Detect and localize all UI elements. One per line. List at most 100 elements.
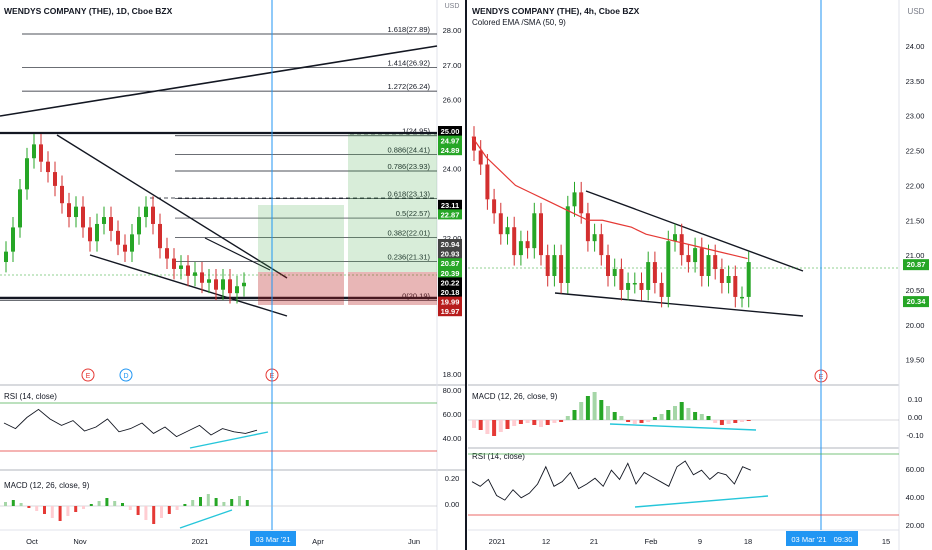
macd-bar: [191, 500, 195, 506]
candle-body: [172, 258, 176, 269]
candle-body: [512, 227, 517, 256]
macd-bar: [679, 402, 684, 420]
candle-body: [606, 255, 610, 277]
candle-body: [592, 234, 597, 242]
macd-bar: [699, 414, 704, 420]
macd-bar: [559, 420, 564, 422]
macd-bar: [626, 420, 631, 422]
candle-body: [746, 262, 751, 297]
price-badge-label: 25.00: [441, 127, 460, 136]
candle-body: [646, 262, 651, 290]
fib-level-label: 0.618(23.13): [387, 190, 430, 199]
macd-bar: [11, 500, 15, 506]
candle-body: [109, 217, 113, 231]
price-badge-label: 20.18: [441, 288, 460, 297]
macd-bar: [74, 506, 78, 512]
macd-bar: [666, 410, 671, 420]
candle-body: [532, 213, 537, 249]
candle-body: [32, 144, 36, 159]
fib-level-label: 1.618(27.89): [387, 25, 430, 34]
price-tick: 28.00: [443, 26, 462, 35]
rsi-tick: 60.00: [443, 410, 462, 419]
macd-bar: [238, 496, 241, 506]
crosshair-date-label: 03 Mar '21: [791, 535, 826, 544]
macd-tick: 0.00: [908, 413, 923, 422]
candle-body: [552, 255, 557, 277]
candle-body: [619, 269, 624, 290]
macd-tick: 0.20: [445, 474, 460, 483]
macd-bar: [97, 501, 101, 506]
price-badge: [438, 306, 462, 317]
macd-bar: [693, 412, 698, 420]
macd-bar: [713, 420, 718, 423]
candle-body: [492, 199, 497, 214]
price-badge-label: 22.87: [441, 210, 460, 219]
macd-bar: [89, 504, 93, 506]
macd-bar: [472, 420, 476, 428]
candle-body: [539, 213, 543, 256]
fib-level-label: 0.786(23.93): [387, 162, 430, 171]
macd-bar: [66, 506, 70, 516]
candle-body: [200, 272, 204, 283]
price-tick: 22.50: [906, 147, 925, 156]
price-badge: [438, 239, 462, 249]
time-tick: 12: [542, 537, 550, 546]
price-tick: 22.00: [443, 234, 462, 243]
candle-body: [733, 276, 738, 297]
candle-body: [713, 255, 718, 270]
candle-body: [565, 206, 570, 283]
time-tick: Jun: [408, 537, 420, 546]
candle-body: [525, 241, 530, 249]
macd-bar: [167, 506, 171, 514]
macd-bar: [646, 420, 651, 422]
candle-body: [472, 136, 476, 151]
candle-body: [726, 276, 731, 283]
macd-tick: -0.10: [906, 431, 923, 440]
macd-bar: [183, 504, 187, 506]
price-badge-label: 20.94: [441, 240, 461, 249]
price-badge: [438, 199, 462, 210]
macd-bar: [113, 501, 117, 506]
loss-zone: [258, 272, 344, 305]
candle-body: [186, 265, 190, 276]
candle-body: [235, 286, 239, 294]
macd-bar: [726, 420, 731, 424]
time-tick: 2021: [489, 537, 506, 546]
event-marker[interactable]: [119, 368, 133, 382]
price-badge: [903, 296, 929, 308]
macd-bar: [478, 420, 483, 430]
candle-body: [706, 255, 711, 277]
macd-bar: [639, 420, 644, 423]
candle-body: [137, 217, 141, 235]
event-marker[interactable]: [81, 368, 95, 382]
crosshair-date-label: 03 Mar '21: [255, 535, 290, 544]
macd-bar: [746, 420, 751, 421]
candle-body: [18, 189, 22, 228]
candle-body: [207, 279, 211, 283]
event-marker-label: E: [86, 373, 91, 380]
price-tick: 23.50: [906, 77, 925, 86]
profit-zone: [348, 134, 437, 272]
candle-body: [81, 206, 85, 228]
price-badge: [438, 267, 462, 278]
macd-bar: [498, 420, 503, 432]
time-tick: 9: [698, 537, 702, 546]
candle-body: [193, 272, 197, 276]
macd-bar: [565, 416, 570, 420]
rsi-tick: 40.00: [906, 493, 925, 502]
candle-body: [478, 150, 483, 165]
price-badge: [438, 296, 462, 307]
time-tick: 15: [882, 537, 890, 546]
rsi-trendline: [189, 431, 269, 449]
loss-zone: [348, 272, 437, 305]
price-tick: 22.00: [906, 181, 925, 190]
left-macd-label: MACD (12, 26, close, 9): [4, 481, 90, 490]
candle-body: [740, 296, 744, 299]
candle-body: [673, 234, 677, 242]
macd-bar: [532, 420, 537, 425]
time-tick: Feb: [645, 537, 658, 546]
price-tick: 23.00: [906, 112, 925, 121]
price-badge-label: 20.87: [907, 260, 926, 269]
macd-bar: [206, 494, 210, 506]
